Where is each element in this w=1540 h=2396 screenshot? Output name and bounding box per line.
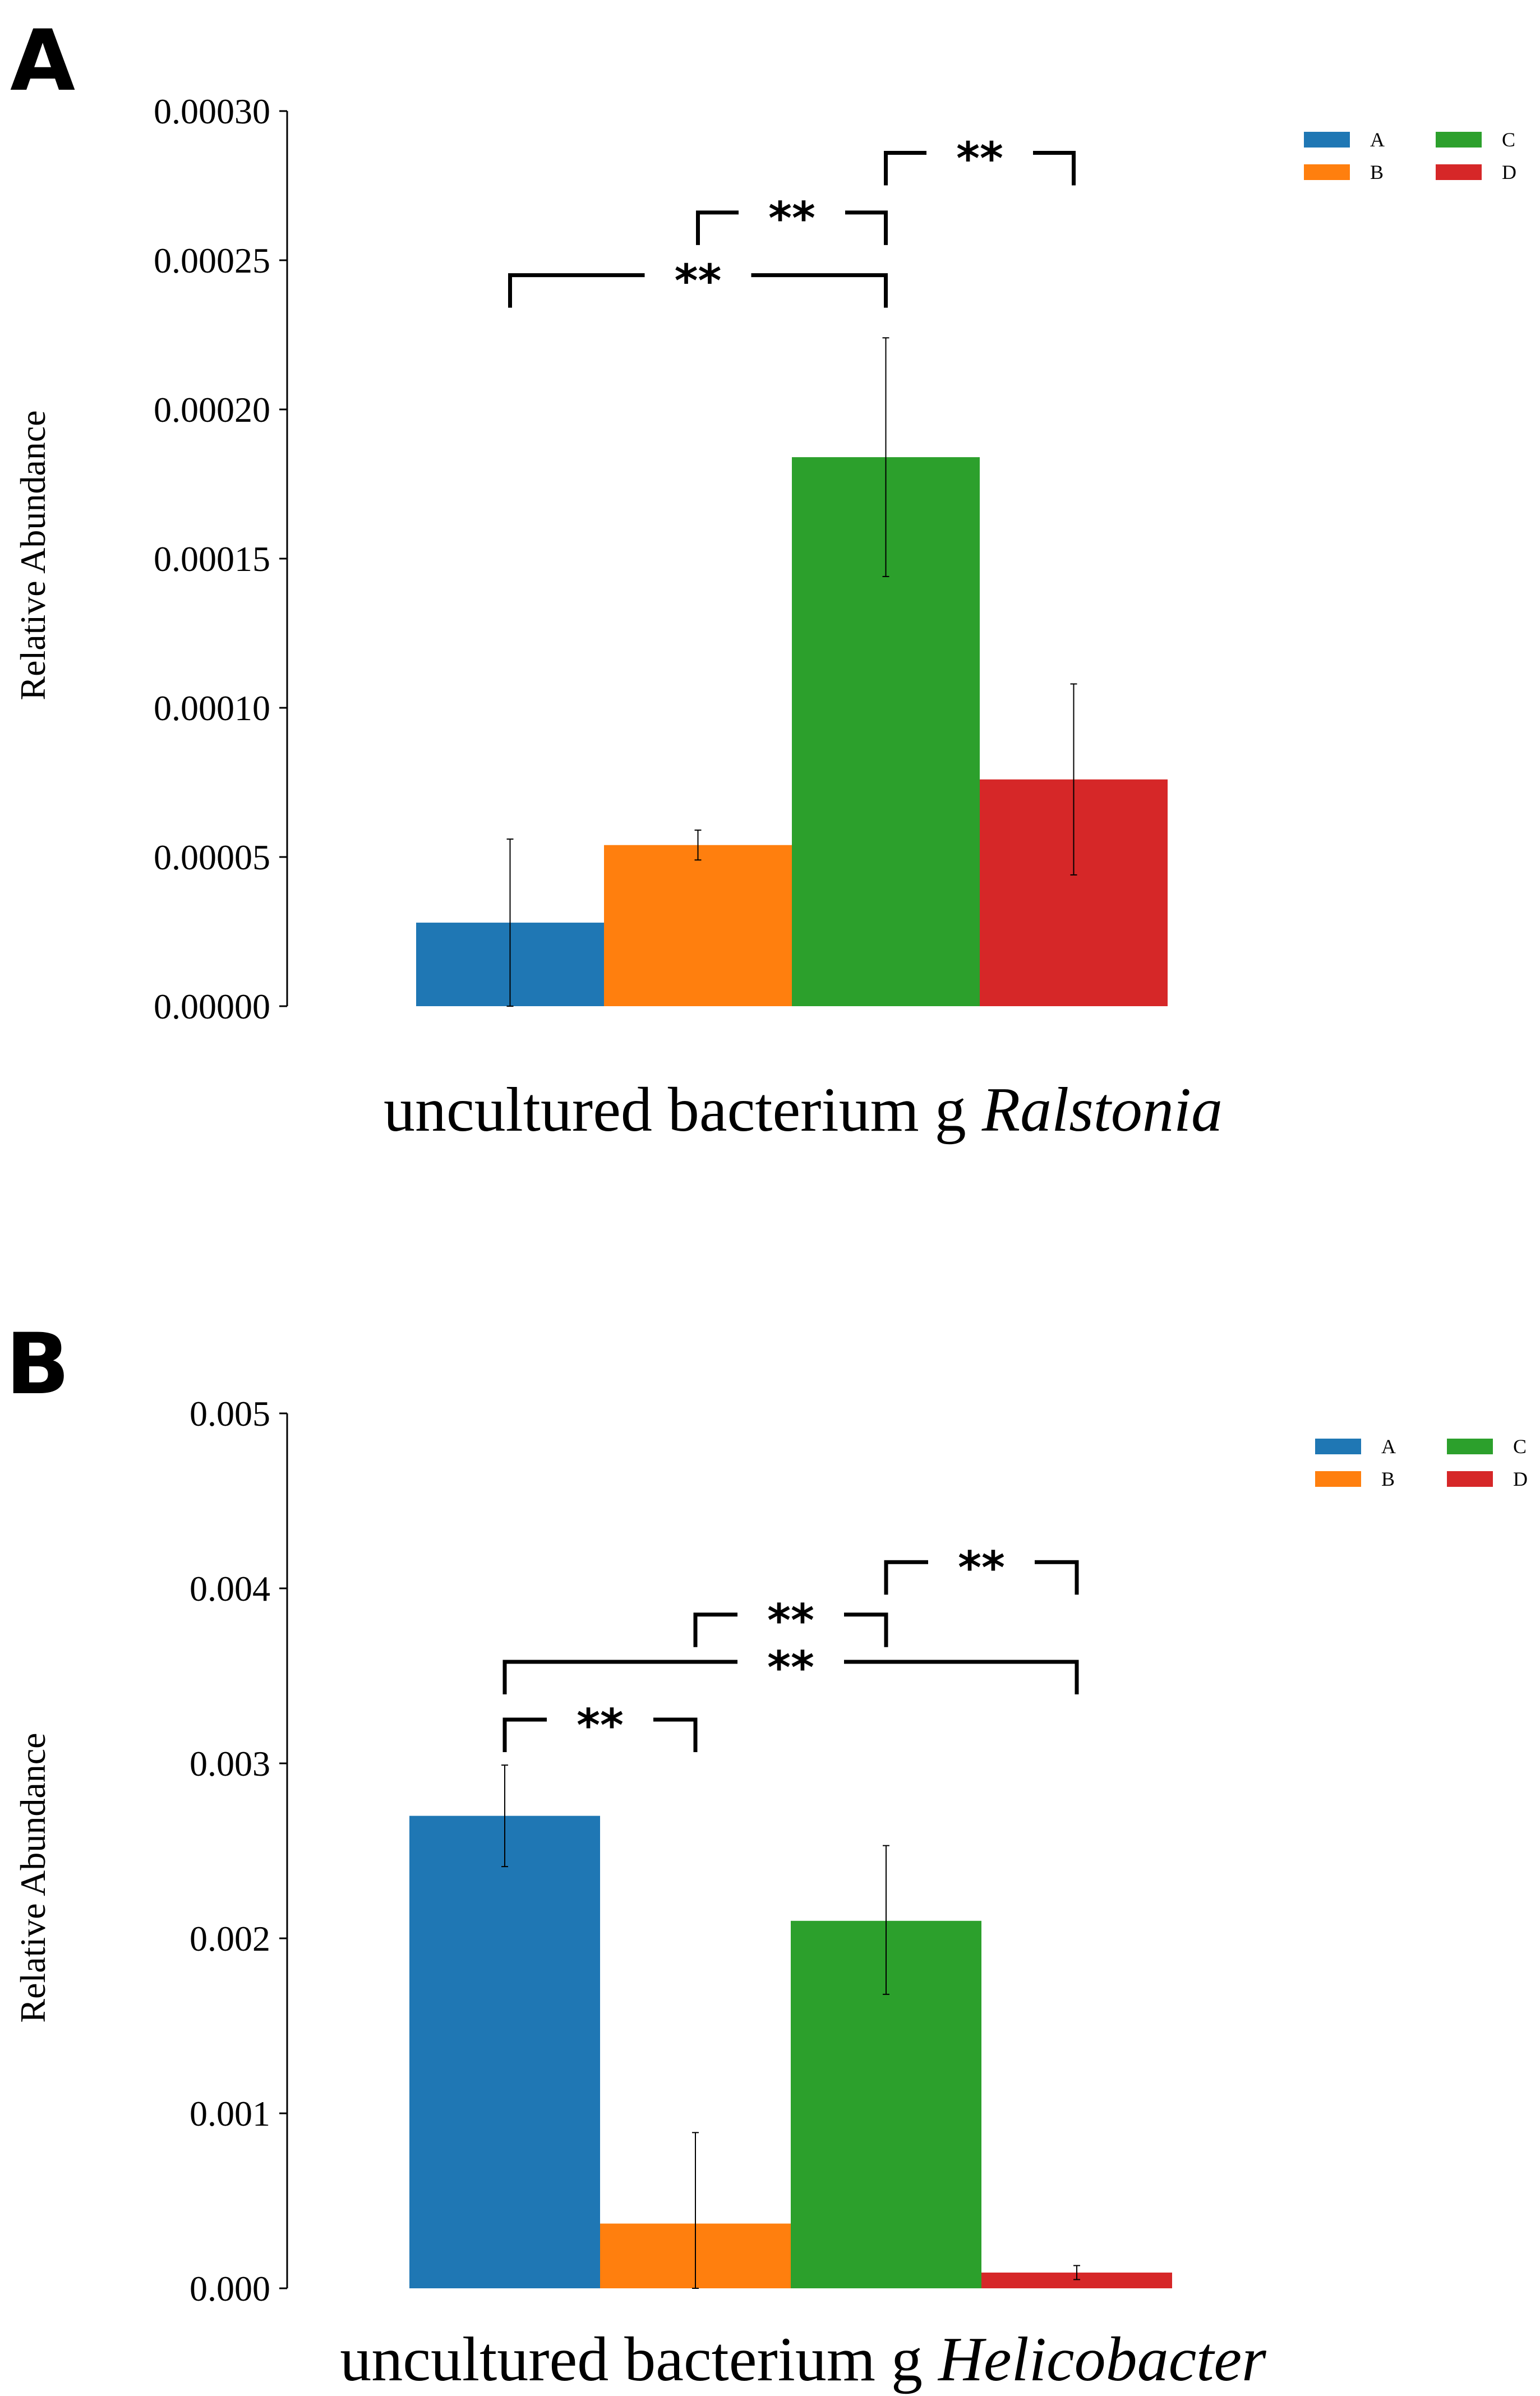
legend-label: B (1370, 161, 1384, 183)
panel-b-significance-bracket: ** (502, 1642, 1079, 1695)
panel-b-significance-bracket: ** (693, 1595, 888, 1647)
panel-b-y-tick-label: 0.005 (190, 1394, 270, 1434)
panel-a-error-bar-b (694, 830, 702, 861)
panel-b-error-bar-b (692, 2132, 699, 2289)
panel-a-label: A (10, 12, 75, 110)
panel-b-legend-item-c: C (1447, 1435, 1527, 1458)
panel-b-error-bar-a (501, 1764, 508, 1868)
legend-swatch (1436, 164, 1482, 180)
legend-swatch (1304, 132, 1350, 148)
panel-b-significance-label: ** (958, 1542, 1005, 1594)
legend-label: D (1502, 161, 1516, 183)
panel-b-error-bar-d (1073, 2265, 1080, 2280)
panel-a-significance-bracket: ** (884, 132, 1076, 186)
panel-a-significance-label: ** (956, 132, 1003, 185)
panel-a-y-tick-label: 0.00020 (154, 390, 270, 430)
panel-a-legend-item-c: C (1436, 128, 1515, 151)
panel-a-y-tick-label: 0.00030 (154, 91, 270, 131)
panel-a-legend-item-a: A (1304, 128, 1385, 151)
panel-a-significance-bracket: ** (696, 192, 888, 245)
panel-b-legend-item-a: A (1315, 1435, 1396, 1458)
panel-a-error-bar-a (506, 838, 514, 1007)
panel-a-y-tick-label: 0.00010 (154, 688, 270, 728)
panel-b-significance-label: ** (577, 1699, 624, 1752)
panel-b-significance-label: ** (767, 1595, 814, 1647)
legend-swatch (1447, 1471, 1493, 1487)
panel-b-y-axis-label: Relative Abundance (13, 1733, 53, 2022)
panel-b-y-tick-label: 0.001 (190, 2094, 270, 2134)
panel-b-legend-item-b: B (1315, 1468, 1395, 1490)
legend-label: B (1381, 1468, 1395, 1490)
panel-a-y-tick-label: 0.00015 (154, 539, 270, 579)
legend-label: A (1381, 1435, 1396, 1458)
panel-b-error-bar-c (883, 1845, 889, 1995)
legend-swatch (1315, 1471, 1361, 1487)
panel-b-significance-bracket: ** (502, 1699, 698, 1752)
panel-a-significance-label: ** (768, 192, 815, 245)
panel-b-legend-item-d: D (1447, 1468, 1528, 1490)
panel-b-y-tick-label: 0.003 (190, 1744, 270, 1784)
panel-b-x-axis-label: uncultured bacterium g Helicobacter (340, 2325, 1266, 2394)
panel-a-significance-bracket: ** (508, 255, 888, 308)
panel-a-y-tick-label: 0.00025 (154, 241, 270, 280)
panel-a-error-bar-c (882, 337, 889, 577)
panel-a-y-tick-label: 0.00005 (154, 837, 270, 877)
panel-a-significance-label: ** (675, 255, 722, 307)
panel-a-y-tick-label: 0.00000 (154, 987, 270, 1026)
legend-label: C (1513, 1435, 1527, 1458)
panel-b-y-tick-label: 0.004 (190, 1569, 270, 1609)
panel-a-error-bar-d (1070, 683, 1077, 876)
panel-a-y-axis-label: Relative Abundance (13, 410, 53, 700)
panel-b-y-tick-label: 0.002 (190, 1919, 270, 1959)
panel-a-x-axis-label: uncultured bacterium g Ralstonia (384, 1075, 1223, 1145)
legend-swatch (1304, 164, 1350, 180)
legend-swatch (1447, 1439, 1493, 1454)
legend-label: D (1513, 1468, 1528, 1490)
panel-b-y-tick-label: 0.000 (190, 2269, 270, 2309)
panel-a: A 0.00000 0.00005 0.00010 0.00015 0.00020 0.0… (10, 12, 1516, 1145)
panel-a-legend-item-b: B (1304, 161, 1384, 183)
panel-b-significance-label: ** (767, 1642, 814, 1694)
panel-a-legend-item-d: D (1436, 161, 1516, 183)
panel-b-significance-bracket: ** (884, 1542, 1079, 1595)
panel-a-bar-b (604, 845, 792, 1006)
legend-label: A (1370, 128, 1385, 151)
legend-swatch (1436, 132, 1482, 148)
panel-b-bar-a (409, 1816, 600, 2288)
legend-label: C (1502, 128, 1515, 151)
panel-b-label: B (6, 1316, 70, 1413)
legend-swatch (1315, 1439, 1361, 1454)
